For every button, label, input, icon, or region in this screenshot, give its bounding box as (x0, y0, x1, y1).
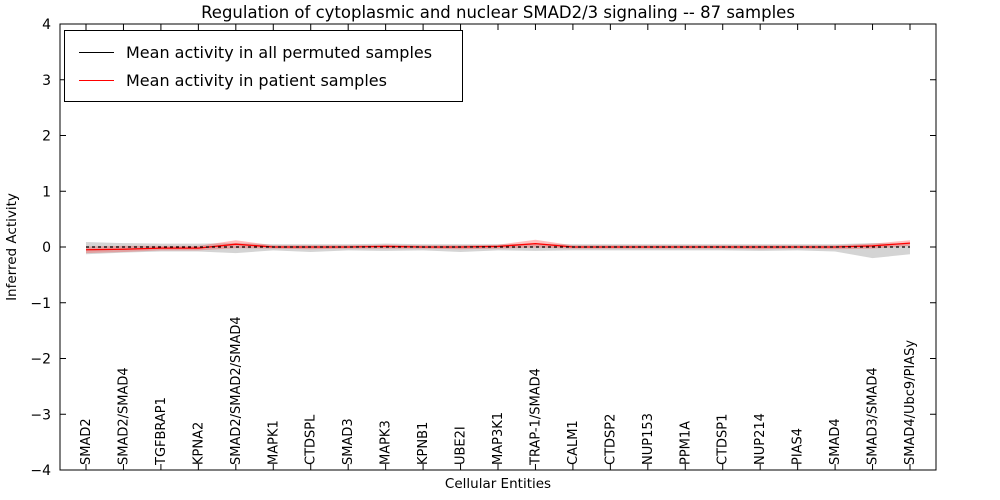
x-tick-label: TGFBRAP1 (154, 397, 169, 466)
x-tick-label: SMAD2/SMAD4 (116, 367, 131, 465)
y-tick-label: 4 (42, 17, 51, 33)
y-axis-label: Inferred Activity (4, 193, 20, 301)
permuted-line-swatch (79, 51, 114, 53)
y-tick-label: −3 (30, 407, 51, 423)
x-tick-label: CTDSP1 (716, 414, 731, 465)
chart-title: Regulation of cytoplasmic and nuclear SM… (201, 3, 795, 22)
x-tick-label: UBE2I (454, 426, 469, 465)
legend: Mean activity in all permuted samples Me… (64, 30, 464, 102)
x-tick-label: SMAD3/SMAD4 (866, 367, 881, 465)
x-tick-label: NUP153 (641, 413, 656, 465)
x-axis-label: Cellular Entities (444, 476, 552, 492)
x-tick-label: KPNB1 (416, 422, 431, 465)
y-tick-label: 1 (42, 184, 51, 200)
x-tick-label: CTDSP2 (603, 414, 618, 465)
x-tick-label: MAP3K1 (491, 412, 506, 465)
x-tick-label: MAPK3 (379, 420, 394, 465)
x-tick-label: SMAD2 (79, 418, 94, 465)
x-tick-label: SMAD4/Ubc9/PIASy (903, 340, 918, 465)
x-tick-label: CALM1 (566, 420, 581, 465)
x-tick-label: TRAP-1/SMAD4 (528, 368, 543, 466)
x-tick-label: SMAD4 (828, 418, 843, 465)
legend-entry-patient: Mean activity in patient samples (79, 66, 432, 94)
x-tick-label: SMAD2/SMAD2/SMAD4 (229, 316, 244, 465)
x-tick-label: MAPK1 (266, 420, 281, 465)
legend-entry-permuted: Mean activity in all permuted samples (79, 38, 432, 66)
y-tick-label: 2 (42, 129, 51, 145)
x-tick-label: CTDSPL (304, 414, 319, 465)
x-tick-label: PPM1A (678, 421, 693, 465)
permuted-range-band (86, 241, 910, 259)
legend-label-permuted: Mean activity in all permuted samples (126, 42, 433, 62)
y-tick-label: −2 (30, 352, 51, 368)
x-tick-label: SMAD3 (341, 418, 356, 465)
x-tick-label: PIAS4 (791, 428, 806, 465)
x-tick-label: NUP214 (753, 413, 768, 465)
x-tick-label: KPNA2 (191, 422, 206, 465)
y-tick-label: 3 (42, 73, 51, 89)
legend-label-patient: Mean activity in patient samples (126, 70, 387, 90)
patient-line-swatch (79, 79, 114, 81)
y-tick-label: −4 (30, 463, 51, 479)
y-tick-label: 0 (42, 240, 51, 256)
y-tick-label: −1 (30, 296, 51, 312)
